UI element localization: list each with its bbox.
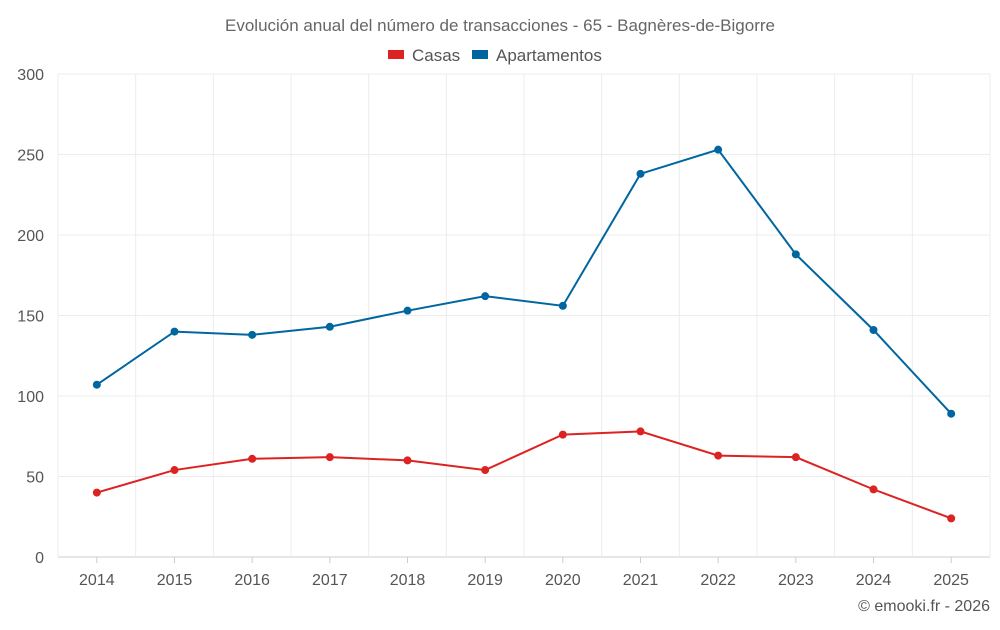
- data-point: [403, 456, 412, 465]
- data-point: [325, 322, 334, 331]
- data-point: [92, 488, 101, 497]
- data-point: [947, 409, 956, 418]
- data-point: [714, 145, 723, 154]
- data-point: [636, 427, 645, 436]
- x-tick-label: 2024: [856, 572, 892, 589]
- data-point: [170, 327, 179, 336]
- y-tick-label: 150: [17, 309, 44, 326]
- data-point: [248, 454, 257, 463]
- y-tick-label: 300: [17, 67, 44, 84]
- series: [92, 145, 956, 523]
- data-point: [481, 466, 490, 475]
- data-point: [791, 453, 800, 462]
- grid: [57, 73, 991, 558]
- x-tick-label: 2018: [390, 572, 426, 589]
- legend-label: Apartamentos: [496, 46, 602, 65]
- data-point: [325, 453, 334, 462]
- data-point: [869, 325, 878, 334]
- legend: Casas Apartamentos: [388, 46, 602, 65]
- series-casas: [92, 427, 956, 523]
- data-point: [248, 330, 257, 339]
- x-tick-label: 2022: [700, 572, 736, 589]
- legend-label: Casas: [412, 46, 460, 65]
- data-point: [791, 250, 800, 259]
- data-point: [481, 292, 490, 301]
- data-point: [558, 430, 567, 439]
- x-tick-label: 2017: [312, 572, 348, 589]
- data-point: [869, 485, 878, 494]
- data-point: [558, 301, 567, 310]
- data-point: [714, 451, 723, 460]
- series-line: [96, 148, 952, 415]
- data-point: [92, 380, 101, 389]
- x-tick-label: 2023: [778, 572, 814, 589]
- x-tick-label: 2020: [545, 572, 581, 589]
- y-tick-label: 250: [17, 148, 44, 165]
- credit-text: © emooki.fr - 2026: [858, 598, 990, 615]
- y-tick-label: 200: [17, 228, 44, 245]
- x-tick-label: 2025: [933, 572, 969, 589]
- data-point: [403, 306, 412, 315]
- y-tick-label: 0: [35, 550, 44, 567]
- y-tick-label: 100: [17, 389, 44, 406]
- x-tick-label: 2021: [623, 572, 659, 589]
- data-point: [947, 514, 956, 523]
- x-tick-label: 2016: [234, 572, 270, 589]
- x-tick-label: 2014: [79, 572, 115, 589]
- chart-title: Evolución anual del número de transaccio…: [225, 16, 775, 35]
- data-point: [636, 169, 645, 178]
- legend-swatch-apartamentos: [472, 50, 488, 59]
- x-tick-label: 2019: [467, 572, 503, 589]
- data-point: [170, 466, 179, 475]
- axes: 0 50 100 150 200 250 300 2014 2015 2016 2017 2018 20…: [17, 67, 969, 589]
- x-tick-label: 2015: [157, 572, 193, 589]
- y-tick-label: 50: [26, 470, 44, 487]
- legend-swatch-casas: [388, 50, 404, 59]
- series-line: [96, 430, 952, 520]
- series-apartamentos: [92, 145, 956, 418]
